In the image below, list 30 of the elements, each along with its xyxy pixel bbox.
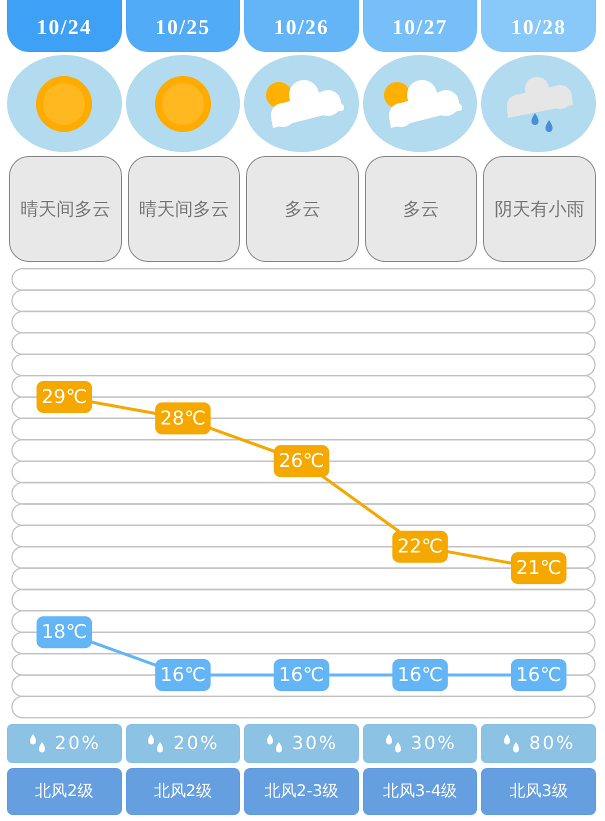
data-label: 29℃ [42,386,88,408]
text: 20% [54,733,101,754]
data-label: 21℃ [516,557,562,580]
x-tick-label: 10/24 [36,15,92,40]
text: 晴天间多云 [138,198,229,221]
data-label: 28℃ [160,407,206,430]
data-label: 22℃ [397,536,443,558]
data-label: 18℃ [42,621,88,644]
text: 北风2-3级 [264,781,339,802]
data-label: 16℃ [278,664,324,686]
text: 北风2级 [154,781,212,802]
text: 30% [292,733,338,754]
x-tick-label: 10/28 [511,15,566,40]
data-label: 16℃ [160,664,206,686]
text: 20% [173,733,220,754]
text: 多云 [403,198,440,221]
text: 晴天间多云 [20,198,110,221]
data-label: 16℃ [516,664,562,686]
x-tick-label: 10/27 [392,15,448,40]
data-label: 16℃ [397,664,443,686]
text: 阴天有小雨 [494,198,585,221]
text: 多云 [284,198,320,221]
text: 北风3级 [510,781,568,802]
text: 北风2级 [35,781,94,802]
x-tick-label: 10/26 [274,15,330,40]
data-label: 26℃ [278,450,324,472]
text: 30% [410,733,457,754]
text: 80% [529,733,576,754]
x-tick-label: 10/25 [155,15,211,40]
text: 北风3-4级 [383,781,458,802]
